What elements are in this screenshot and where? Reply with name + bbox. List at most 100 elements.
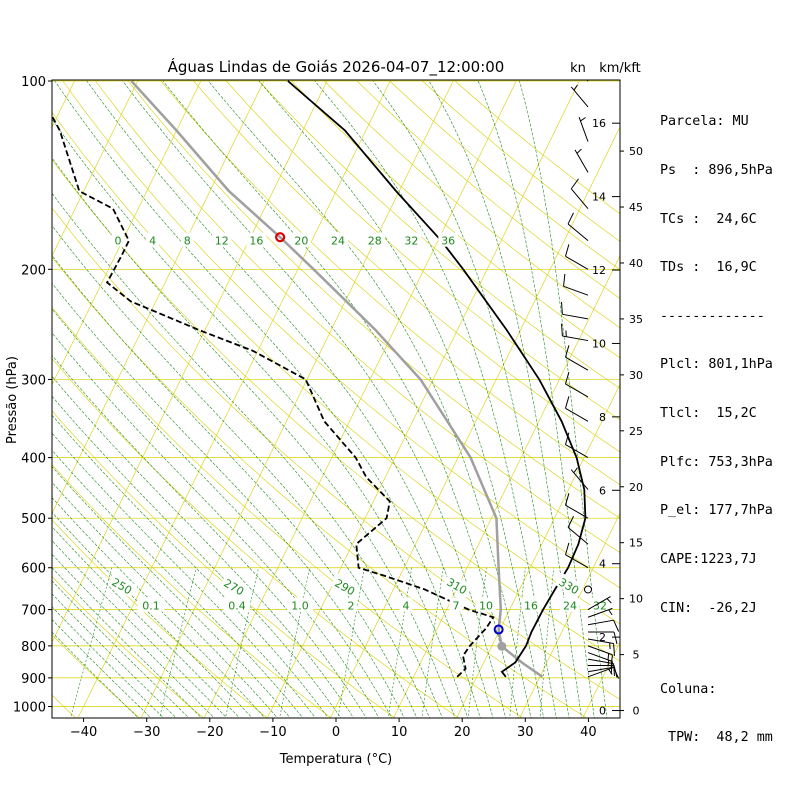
wind-barb-feather xyxy=(567,212,574,225)
isotherm-line xyxy=(52,80,138,257)
wind-barb-feather xyxy=(565,432,570,445)
moist-adiabat-line xyxy=(52,414,329,718)
info-line: TPW: 48,2 mm xyxy=(660,730,773,746)
wind-barb xyxy=(565,493,589,519)
mixing-ratio-label: 4 xyxy=(403,600,410,613)
moist-adiabat-label-bg xyxy=(291,232,312,247)
dry-adiabat-label-group: 250 xyxy=(107,572,138,598)
moist-adiabat-line xyxy=(52,118,469,718)
dry-adiabat-line xyxy=(258,80,620,389)
moist-adiabat-line xyxy=(52,511,253,718)
isotherm-line xyxy=(456,383,620,718)
moist-adiabat-label-bg xyxy=(212,232,232,247)
moist-adiabat-label: 4 xyxy=(149,235,156,248)
kft-tick-label: 30 xyxy=(629,369,643,382)
wind-barb-staff xyxy=(578,117,589,142)
wind-barb-staff xyxy=(567,527,589,545)
wind-barb-feather xyxy=(561,323,563,337)
moist-adiabat-line xyxy=(122,80,507,718)
km-tick-label: 12 xyxy=(592,264,606,277)
wind-barb-feather xyxy=(563,273,566,287)
wind-barb-staff xyxy=(587,619,614,626)
y-tick-label: 400 xyxy=(21,452,46,467)
wind-barb xyxy=(565,244,589,270)
mixing-ratio-line xyxy=(279,567,310,718)
isotherm-line xyxy=(203,80,517,718)
moist-adiabat-label-group: 28 xyxy=(364,232,385,248)
plot-area: 0 4 8 12 16 20 24 28 32 360.1 0.4 1.0 2 4 7 10 16 24 32250… xyxy=(52,80,620,718)
moist-adiabat-line xyxy=(258,80,544,718)
axes: −40 −30 −20 −10 0 10 20 30 401000900800700600500… xyxy=(13,75,643,740)
wind-barb xyxy=(587,607,613,618)
dry-adiabat-label-group: 310 xyxy=(442,572,473,598)
mixing-ratio-label-bg xyxy=(137,597,165,612)
dewpoint-curve xyxy=(52,114,495,678)
moist-adiabat-label-bg xyxy=(246,232,267,247)
moist-adiabat-label-group: 36 xyxy=(438,232,458,248)
el-marker xyxy=(275,232,286,243)
info-line: TDs : 16,9C xyxy=(660,260,757,276)
moist-adiabat-line xyxy=(52,481,278,718)
kft-tick-label: 15 xyxy=(629,537,643,550)
wind-barb-staff xyxy=(587,667,613,678)
info-line: Tlcl: 15,2C xyxy=(660,406,757,422)
moist-adiabat-label: 8 xyxy=(184,235,191,248)
dry-adiabat-line xyxy=(52,256,588,718)
moist-adiabat-label-group: 8 xyxy=(180,232,194,248)
x-tick-label: 10 xyxy=(391,725,408,740)
mixing-ratio-line xyxy=(539,567,555,718)
y-tick-label: 900 xyxy=(21,672,46,687)
km-tick-label: 2 xyxy=(599,631,606,644)
isotherm-line xyxy=(77,80,391,718)
mixing-ratio-label: 0.4 xyxy=(228,600,246,613)
mixing-ratio-label-group: 32 xyxy=(590,597,610,613)
wind-barb xyxy=(567,516,589,545)
moist-adiabat-label-bg xyxy=(401,232,422,247)
wind-barb xyxy=(588,665,618,678)
moist-adiabat-label: 16 xyxy=(249,235,263,248)
wind-barb-staff xyxy=(570,188,589,209)
mixing-ratio-label-bg xyxy=(286,597,314,612)
moist-adiabat-line xyxy=(52,354,367,718)
km-tick-label: 14 xyxy=(592,191,606,204)
mixing-ratio-label-bg xyxy=(521,597,541,612)
moist-adiabat-line xyxy=(372,80,570,718)
moist-adiabat-line xyxy=(208,80,532,718)
wind-barb-feather xyxy=(561,301,563,315)
mixing-ratio-label-group: 7 xyxy=(449,597,463,613)
info-line: ------------- xyxy=(660,308,765,324)
wind-barb xyxy=(565,542,589,569)
wind-barb-feather xyxy=(565,542,570,555)
dry-adiabat-line xyxy=(193,80,620,453)
moist-adiabat-line xyxy=(52,282,405,718)
kft-tick-label: 25 xyxy=(629,425,643,438)
km-tick-label: 8 xyxy=(599,411,606,424)
wind-barb xyxy=(587,658,615,677)
moist-adiabat-line xyxy=(52,192,443,718)
moist-adiabat-line xyxy=(52,332,380,718)
y-tick-label: 100 xyxy=(21,75,46,90)
wind-barb-staff xyxy=(562,335,589,342)
wind-barb-half-feather xyxy=(576,148,582,154)
mixing-ratio-label-group: 0.1 xyxy=(137,597,165,613)
wind-barb-staff xyxy=(565,554,589,569)
lcl-marker xyxy=(497,641,507,651)
km-tick-label: 4 xyxy=(599,558,606,571)
mixing-ratio-label: 7 xyxy=(453,600,460,613)
moist-adiabat-line xyxy=(52,157,456,718)
dry-adiabat-line xyxy=(52,410,396,718)
x-tick-label: −10 xyxy=(259,725,286,740)
moist-adiabat-label-group: 24 xyxy=(328,232,348,248)
info-line: TCs : 24,6C xyxy=(660,211,757,227)
y-tick-label: 600 xyxy=(21,562,46,577)
wind-barb xyxy=(565,432,589,459)
wind-barb-half-feather xyxy=(607,660,610,667)
y-axis-label: Pressão (hPa) xyxy=(5,356,20,444)
wind-barb-staff xyxy=(570,469,589,490)
wind-barb xyxy=(561,301,589,320)
wind-barb-feather xyxy=(565,244,570,257)
kft-tick-label: 40 xyxy=(629,257,643,270)
wind-barb-feather xyxy=(613,663,615,677)
wind-barb-feather xyxy=(565,345,570,358)
isotherm-line xyxy=(519,512,620,718)
